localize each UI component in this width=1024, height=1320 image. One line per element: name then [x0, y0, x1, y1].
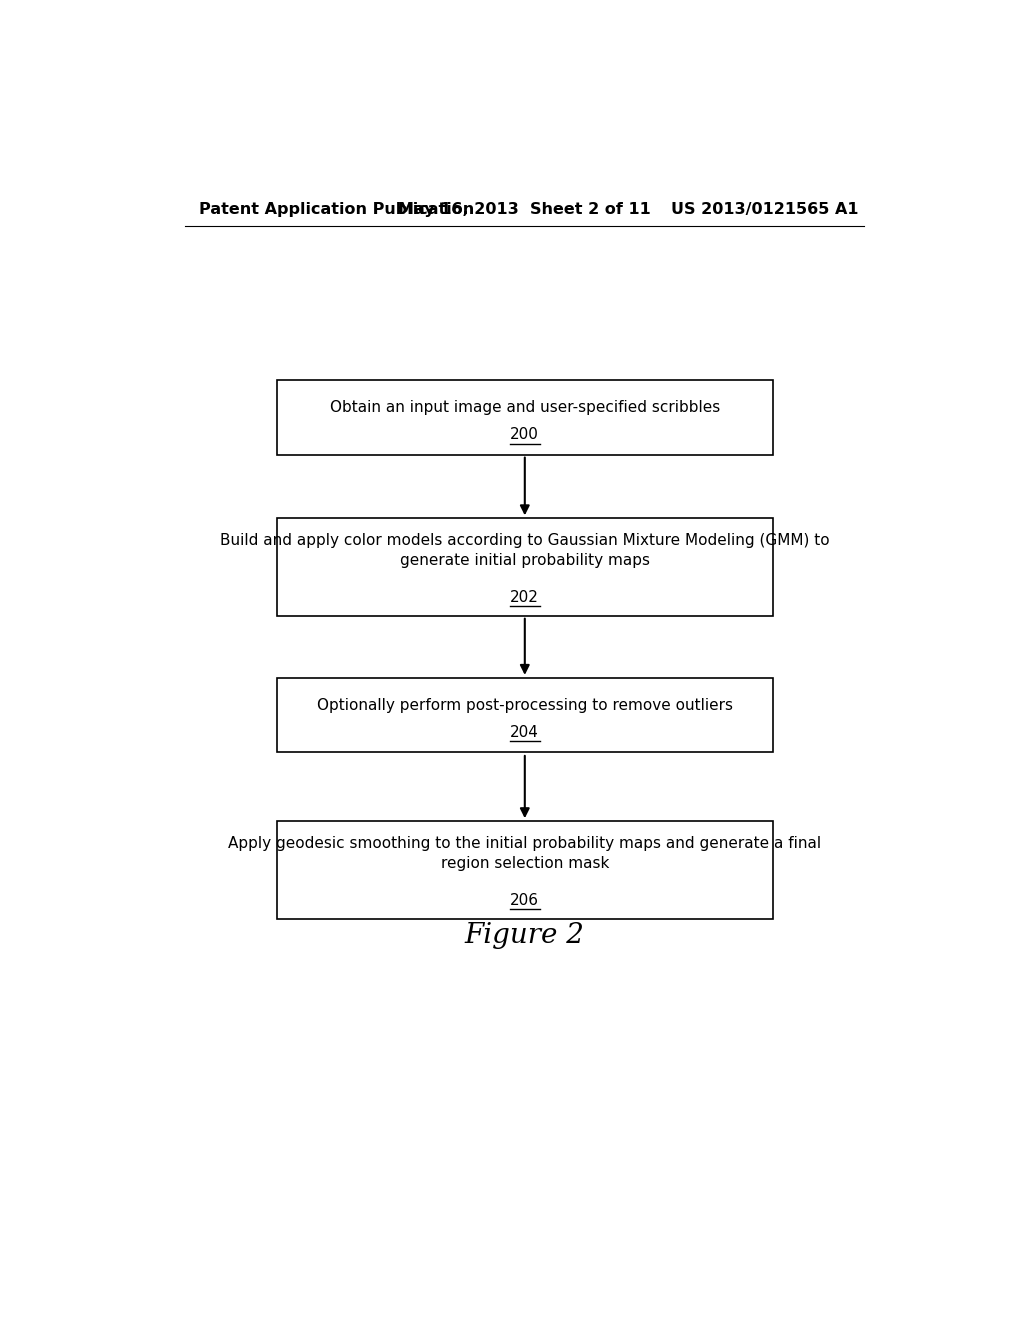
- Text: 206: 206: [510, 892, 540, 908]
- Bar: [276, 821, 773, 919]
- Text: 202: 202: [510, 590, 540, 605]
- Text: US 2013/0121565 A1: US 2013/0121565 A1: [671, 202, 858, 216]
- Bar: [276, 519, 773, 616]
- Text: Apply geodesic smoothing to the initial probability maps and generate a final
re: Apply geodesic smoothing to the initial …: [228, 836, 821, 871]
- Text: 200: 200: [510, 428, 540, 442]
- Text: May 16, 2013  Sheet 2 of 11: May 16, 2013 Sheet 2 of 11: [398, 202, 651, 216]
- Text: Obtain an input image and user-specified scribbles: Obtain an input image and user-specified…: [330, 400, 720, 414]
- Text: 204: 204: [510, 725, 540, 741]
- Text: Patent Application Publication: Patent Application Publication: [200, 202, 475, 216]
- Text: Figure 2: Figure 2: [465, 923, 585, 949]
- Bar: [276, 678, 773, 752]
- Text: Optionally perform post-processing to remove outliers: Optionally perform post-processing to re…: [316, 698, 733, 713]
- Bar: [276, 380, 773, 454]
- Text: Build and apply color models according to Gaussian Mixture Modeling (GMM) to
gen: Build and apply color models according t…: [220, 533, 829, 568]
